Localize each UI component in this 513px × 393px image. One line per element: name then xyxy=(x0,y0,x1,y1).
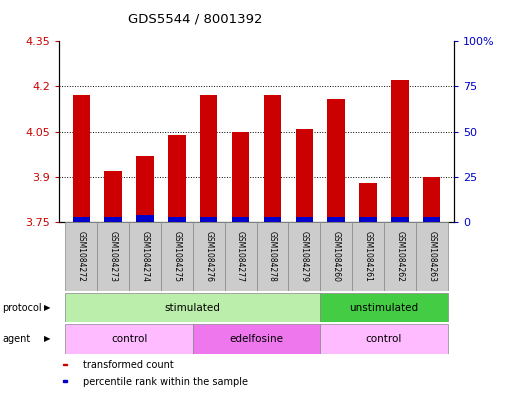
Bar xyxy=(359,217,377,222)
Bar xyxy=(168,135,186,222)
Bar xyxy=(200,95,218,222)
Bar xyxy=(168,217,186,222)
Bar xyxy=(200,217,218,222)
Bar xyxy=(359,183,377,222)
Text: GDS5544 / 8001392: GDS5544 / 8001392 xyxy=(128,13,262,26)
Bar xyxy=(264,95,281,222)
Text: GSM1084273: GSM1084273 xyxy=(109,231,117,282)
Text: GSM1084278: GSM1084278 xyxy=(268,231,277,282)
Text: GSM1084277: GSM1084277 xyxy=(236,231,245,282)
Text: GSM1084261: GSM1084261 xyxy=(364,231,372,282)
Bar xyxy=(65,293,320,322)
Bar xyxy=(416,222,448,291)
Text: protocol: protocol xyxy=(3,303,42,312)
Text: GSM1084276: GSM1084276 xyxy=(204,231,213,282)
Bar xyxy=(104,217,122,222)
Bar xyxy=(384,222,416,291)
Bar xyxy=(264,217,281,222)
Bar xyxy=(97,222,129,291)
Bar xyxy=(72,95,90,222)
Bar xyxy=(423,217,441,222)
Text: GSM1084263: GSM1084263 xyxy=(427,231,436,282)
Bar xyxy=(136,156,154,222)
Bar xyxy=(320,293,448,322)
Bar xyxy=(295,217,313,222)
Text: ▶: ▶ xyxy=(45,303,51,312)
Bar xyxy=(391,81,409,222)
Text: edelfosine: edelfosine xyxy=(229,334,284,344)
Text: GSM1084260: GSM1084260 xyxy=(331,231,341,282)
Text: percentile rank within the sample: percentile rank within the sample xyxy=(83,377,248,387)
Bar xyxy=(327,99,345,222)
Bar xyxy=(65,324,193,354)
Bar xyxy=(327,217,345,222)
Text: GSM1084279: GSM1084279 xyxy=(300,231,309,282)
Text: control: control xyxy=(111,334,147,344)
Bar xyxy=(63,364,67,365)
Bar xyxy=(256,222,288,291)
Bar xyxy=(320,222,352,291)
Bar xyxy=(161,222,193,291)
Text: transformed count: transformed count xyxy=(83,360,173,370)
Bar xyxy=(352,222,384,291)
Bar xyxy=(295,129,313,222)
Bar xyxy=(320,324,448,354)
Text: GSM1084275: GSM1084275 xyxy=(172,231,182,282)
Bar xyxy=(65,222,97,291)
Text: GSM1084272: GSM1084272 xyxy=(77,231,86,282)
Text: agent: agent xyxy=(3,334,31,344)
Text: GSM1084274: GSM1084274 xyxy=(141,231,149,282)
Bar xyxy=(232,217,249,222)
Bar xyxy=(391,217,409,222)
Bar xyxy=(232,132,249,222)
Bar xyxy=(288,222,320,291)
Bar xyxy=(225,222,256,291)
Bar xyxy=(136,215,154,222)
Bar xyxy=(72,217,90,222)
Bar xyxy=(423,177,441,222)
Bar xyxy=(193,222,225,291)
Bar xyxy=(193,324,320,354)
Text: unstimulated: unstimulated xyxy=(349,303,419,312)
Text: stimulated: stimulated xyxy=(165,303,221,312)
Bar xyxy=(104,171,122,222)
Text: GSM1084262: GSM1084262 xyxy=(396,231,404,282)
Text: ▶: ▶ xyxy=(45,334,51,343)
Bar xyxy=(63,380,67,382)
Text: control: control xyxy=(366,334,402,344)
Bar xyxy=(129,222,161,291)
